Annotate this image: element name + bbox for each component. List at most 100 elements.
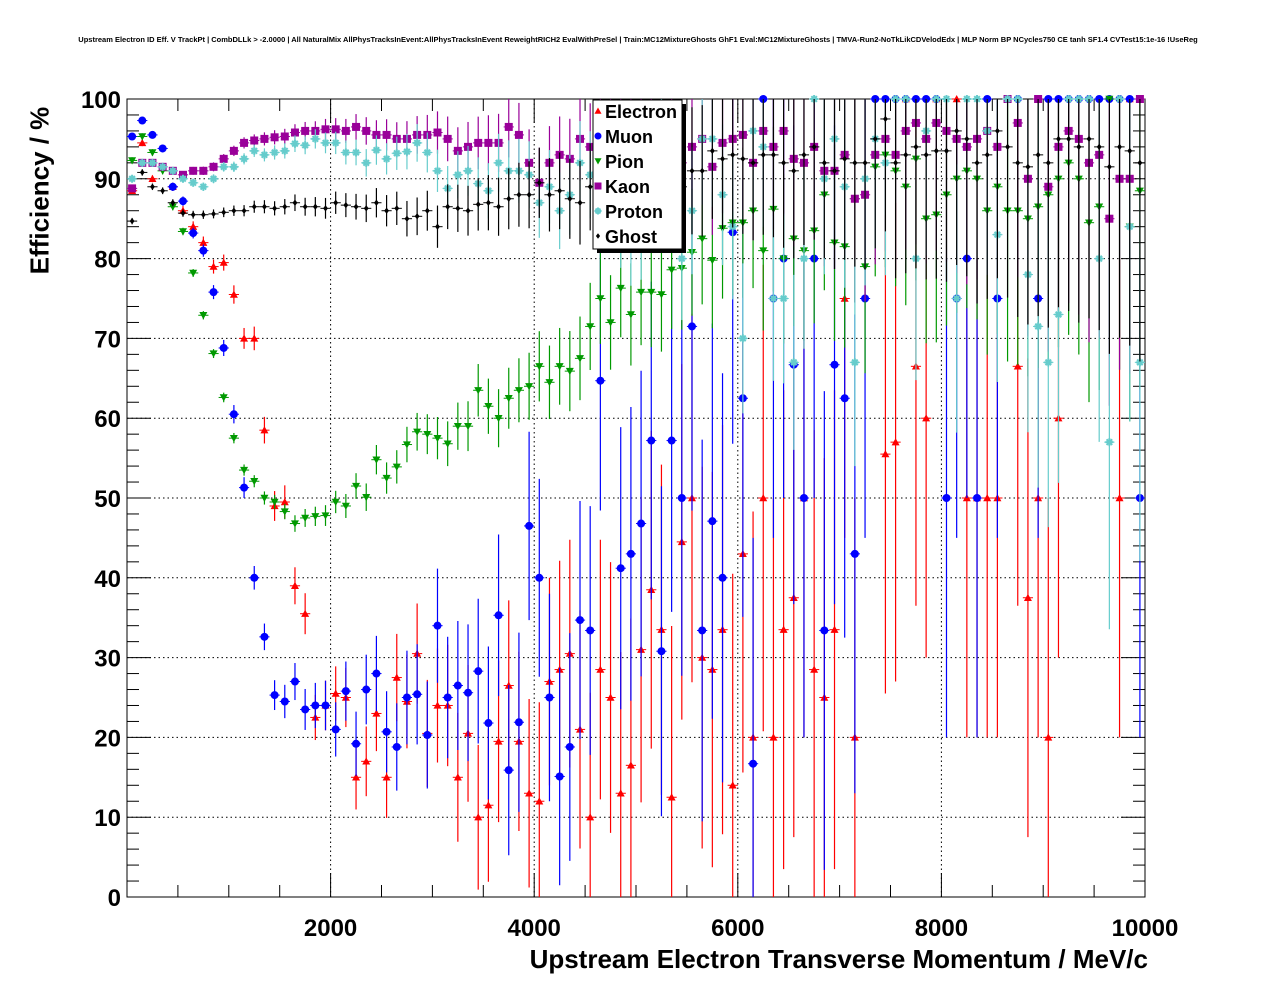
marker-triangle-up — [769, 733, 778, 741]
marker-circle — [749, 759, 758, 768]
marker-triangle-up — [596, 665, 605, 673]
marker-diamond — [984, 151, 990, 159]
marker-diamond — [353, 203, 359, 210]
marker-star — [178, 174, 187, 183]
marker-square — [321, 125, 330, 134]
marker-diamond — [282, 203, 288, 210]
y-axis-label: Efficiency / % — [24, 106, 55, 275]
marker-diamond — [251, 203, 257, 210]
marker-diamond — [384, 207, 389, 214]
marker-diamond — [394, 205, 400, 212]
marker-circle — [799, 494, 808, 502]
marker-triangle-up — [189, 222, 198, 230]
marker-circle — [260, 632, 269, 641]
marker-diamond — [567, 195, 573, 202]
marker-triangle-up — [290, 581, 299, 589]
marker-diamond — [129, 217, 135, 225]
marker-square — [189, 166, 198, 175]
marker-star — [148, 158, 157, 167]
marker-star — [769, 294, 778, 303]
marker-triangle-up — [779, 625, 788, 633]
marker-triangle-up — [1044, 733, 1053, 741]
marker-star — [952, 294, 961, 303]
marker-diamond — [262, 203, 267, 210]
marker-circle — [484, 719, 493, 728]
marker-diamond — [1056, 135, 1061, 143]
legend-label: Muon — [605, 127, 653, 147]
marker-diamond — [587, 183, 593, 190]
marker-square — [594, 182, 602, 190]
marker-star — [738, 334, 747, 343]
marker-square — [250, 136, 259, 145]
marker-triangle-up — [1013, 362, 1022, 370]
marker-triangle-down — [616, 284, 625, 293]
marker-star — [128, 174, 137, 183]
marker-triangle-down — [555, 363, 564, 371]
marker-diamond — [160, 187, 166, 194]
marker-star — [219, 162, 228, 171]
marker-square — [484, 138, 493, 147]
marker-circle — [413, 690, 422, 699]
marker-diamond — [699, 167, 705, 175]
marker-circle — [433, 621, 442, 630]
marker-triangle-down — [596, 295, 605, 303]
marker-circle — [657, 647, 666, 656]
marker-star — [321, 138, 330, 147]
marker-circle — [280, 697, 289, 706]
marker-circle — [840, 394, 849, 403]
marker-circle — [301, 705, 310, 714]
marker-star — [290, 139, 299, 148]
marker-diamond — [200, 211, 206, 218]
marker-star — [209, 174, 218, 183]
marker-diamond — [1106, 163, 1112, 171]
marker-triangle-up — [392, 673, 401, 681]
marker-triangle-up — [952, 95, 961, 103]
marker-triangle-up — [229, 290, 238, 298]
marker-triangle-down — [667, 266, 676, 274]
legend-label: Proton — [605, 202, 663, 222]
marker-circle — [504, 766, 513, 775]
marker-star — [229, 162, 238, 171]
marker-star — [382, 154, 391, 163]
y-tick-label: 20 — [94, 725, 121, 752]
chart-title: Upstream Electron ID Eff. V TrackPt | Co… — [78, 35, 1198, 44]
marker-triangle-down — [594, 158, 602, 165]
marker-circle — [290, 677, 299, 686]
marker-diamond — [465, 207, 471, 214]
marker-star — [199, 182, 208, 191]
marker-circle — [229, 410, 238, 419]
marker-star — [594, 207, 602, 215]
marker-square — [382, 130, 391, 139]
marker-triangle-up — [219, 258, 228, 266]
marker-square — [199, 166, 208, 175]
marker-square — [219, 154, 228, 163]
marker-star — [158, 162, 167, 171]
marker-triangle-down — [484, 403, 493, 411]
marker-diamond — [435, 223, 440, 230]
marker-triangle-up — [260, 426, 269, 434]
marker-diamond — [526, 191, 532, 198]
marker-diamond — [170, 199, 176, 206]
marker-diamond — [1076, 143, 1082, 151]
marker-triangle-down — [586, 323, 595, 331]
marker-triangle-down — [626, 311, 635, 319]
marker-circle — [240, 483, 249, 492]
y-tick-label: 90 — [94, 167, 121, 194]
marker-star — [168, 166, 177, 175]
marker-diamond — [1066, 135, 1072, 143]
marker-circle — [382, 727, 391, 736]
marker-diamond — [485, 199, 491, 206]
marker-diamond — [231, 207, 237, 214]
y-tick-label: 60 — [94, 406, 121, 433]
marker-circle — [525, 521, 534, 530]
marker-triangle-up — [881, 450, 890, 458]
marker-triangle-up — [362, 757, 371, 765]
marker-square — [514, 130, 523, 139]
legend-label: Electron — [605, 102, 677, 122]
marker-square — [229, 146, 238, 155]
marker-triangle-up — [626, 761, 635, 769]
x-tick-label: 2000 — [304, 915, 357, 942]
marker-diamond — [180, 209, 186, 217]
marker-triangle-up — [433, 701, 442, 709]
x-tick-label: 10000 — [1112, 915, 1179, 942]
